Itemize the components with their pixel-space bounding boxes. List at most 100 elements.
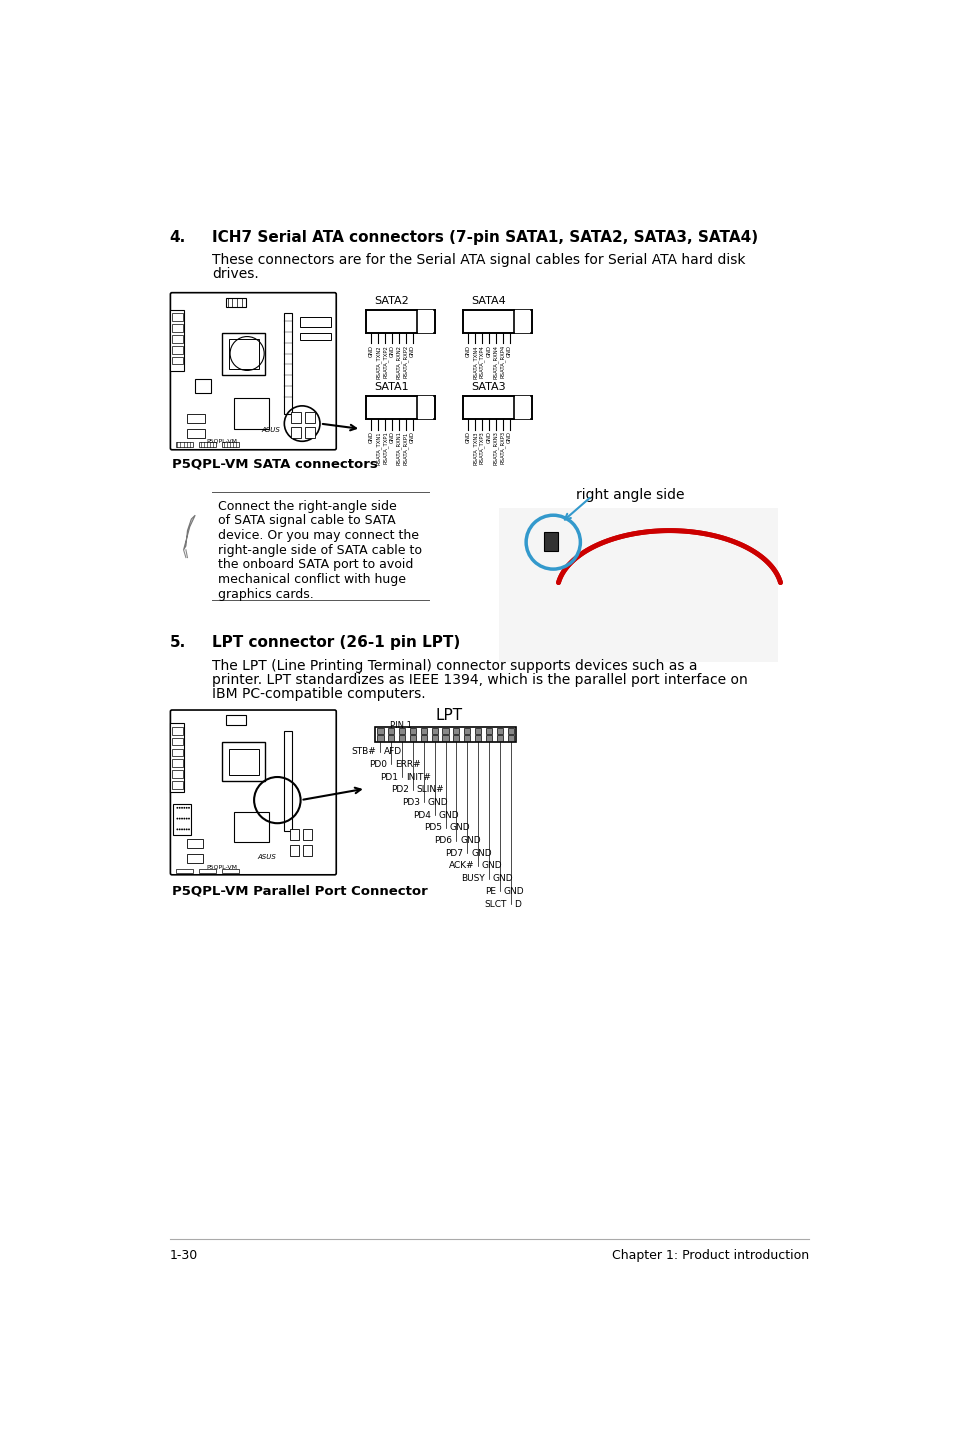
Text: ASUS: ASUS: [261, 427, 279, 433]
Bar: [410, 729, 416, 733]
Text: right angle side: right angle side: [576, 489, 684, 502]
Text: GND: GND: [493, 874, 513, 883]
Bar: [284, 313, 292, 414]
Bar: [172, 759, 183, 766]
Text: The LPT (Line Printing Terminal) connector supports devices such as a: The LPT (Line Printing Terminal) connect…: [212, 659, 697, 673]
Bar: [175, 441, 193, 447]
Circle shape: [183, 818, 185, 820]
Bar: [172, 771, 183, 778]
Text: P5QPL-VM: P5QPL-VM: [207, 864, 237, 869]
Circle shape: [186, 807, 188, 808]
Circle shape: [181, 828, 183, 830]
Text: GND: GND: [389, 345, 395, 357]
Circle shape: [178, 818, 180, 820]
Bar: [464, 729, 470, 733]
Bar: [173, 804, 191, 835]
Bar: [284, 731, 292, 831]
Text: 4.: 4.: [170, 230, 186, 246]
Bar: [377, 735, 383, 741]
FancyBboxPatch shape: [171, 710, 335, 874]
Text: RSATA_RXP4: RSATA_RXP4: [499, 345, 505, 378]
Text: RSATA_TXN2: RSATA_TXN2: [375, 345, 381, 378]
Bar: [416, 395, 434, 418]
Text: GND: GND: [410, 431, 415, 443]
Bar: [171, 723, 184, 792]
Circle shape: [176, 818, 178, 820]
Text: GND: GND: [486, 345, 491, 357]
Text: graphics cards.: graphics cards.: [218, 588, 314, 601]
Text: STB#: STB#: [352, 748, 376, 756]
Bar: [199, 869, 216, 873]
Bar: [365, 395, 435, 418]
Text: GND: GND: [506, 431, 512, 443]
Text: ASUS: ASUS: [257, 854, 275, 860]
Circle shape: [183, 828, 185, 830]
Text: printer. LPT standardizes as IEEE 1394, which is the parallel port interface on: printer. LPT standardizes as IEEE 1394, …: [212, 673, 747, 687]
Bar: [222, 441, 239, 447]
Bar: [453, 735, 459, 741]
Bar: [416, 309, 434, 332]
Text: BUSY: BUSY: [461, 874, 484, 883]
Text: GND: GND: [410, 345, 415, 357]
Text: RSATA_RXP3: RSATA_RXP3: [499, 431, 505, 464]
Text: SATA1: SATA1: [375, 383, 409, 393]
Text: SLIN#: SLIN#: [416, 785, 444, 794]
Text: device. Or you may connect the: device. Or you may connect the: [218, 529, 419, 542]
Circle shape: [188, 807, 190, 808]
Text: PD0: PD0: [369, 759, 387, 769]
Bar: [291, 427, 300, 439]
Bar: [398, 735, 405, 741]
Text: of SATA signal cable to SATA: of SATA signal cable to SATA: [218, 515, 395, 528]
Text: GND: GND: [389, 431, 395, 443]
Bar: [507, 735, 513, 741]
Bar: [290, 830, 298, 840]
Bar: [431, 735, 437, 741]
Text: GND: GND: [486, 431, 491, 443]
Bar: [299, 332, 331, 341]
Bar: [222, 742, 265, 781]
Bar: [485, 729, 492, 733]
Circle shape: [188, 818, 190, 820]
Text: right-angle side of SATA cable to: right-angle side of SATA cable to: [218, 544, 422, 557]
Circle shape: [178, 828, 180, 830]
Text: RSATA_RXN2: RSATA_RXN2: [395, 345, 401, 380]
Text: GND: GND: [465, 431, 471, 443]
Text: LPT connector (26-1 pin LPT): LPT connector (26-1 pin LPT): [212, 634, 460, 650]
Circle shape: [188, 828, 190, 830]
Text: the onboard SATA port to avoid: the onboard SATA port to avoid: [218, 558, 414, 571]
Text: GND: GND: [369, 431, 374, 443]
Text: RSATA_TXP2: RSATA_TXP2: [382, 345, 388, 378]
Bar: [442, 729, 448, 733]
Bar: [377, 729, 383, 733]
Bar: [226, 298, 245, 308]
Bar: [305, 427, 314, 439]
Bar: [498, 508, 778, 661]
Bar: [290, 844, 298, 856]
Text: SLCT: SLCT: [484, 900, 506, 909]
Text: AFD: AFD: [384, 748, 402, 756]
Circle shape: [186, 818, 188, 820]
Text: RSATA_TXN3: RSATA_TXN3: [472, 431, 477, 464]
Text: ERR#: ERR#: [395, 759, 420, 769]
Bar: [195, 380, 211, 393]
Bar: [199, 441, 216, 447]
Bar: [485, 735, 492, 741]
Circle shape: [178, 807, 180, 808]
Bar: [172, 324, 183, 332]
Text: LPT: LPT: [435, 707, 461, 723]
Bar: [305, 413, 314, 423]
Text: P5QPL-VM: P5QPL-VM: [207, 439, 237, 444]
Bar: [172, 781, 183, 788]
Text: P5QPL-VM Parallel Port Connector: P5QPL-VM Parallel Port Connector: [172, 884, 427, 897]
Bar: [563, 539, 573, 546]
Circle shape: [183, 807, 185, 808]
Bar: [187, 838, 203, 848]
Text: PD3: PD3: [401, 798, 419, 807]
Text: GND: GND: [369, 345, 374, 357]
Bar: [375, 728, 516, 742]
Bar: [365, 309, 435, 332]
Bar: [410, 735, 416, 741]
Bar: [462, 309, 532, 332]
Text: Chapter 1: Product introduction: Chapter 1: Product introduction: [611, 1250, 808, 1263]
Text: GND: GND: [481, 861, 502, 870]
